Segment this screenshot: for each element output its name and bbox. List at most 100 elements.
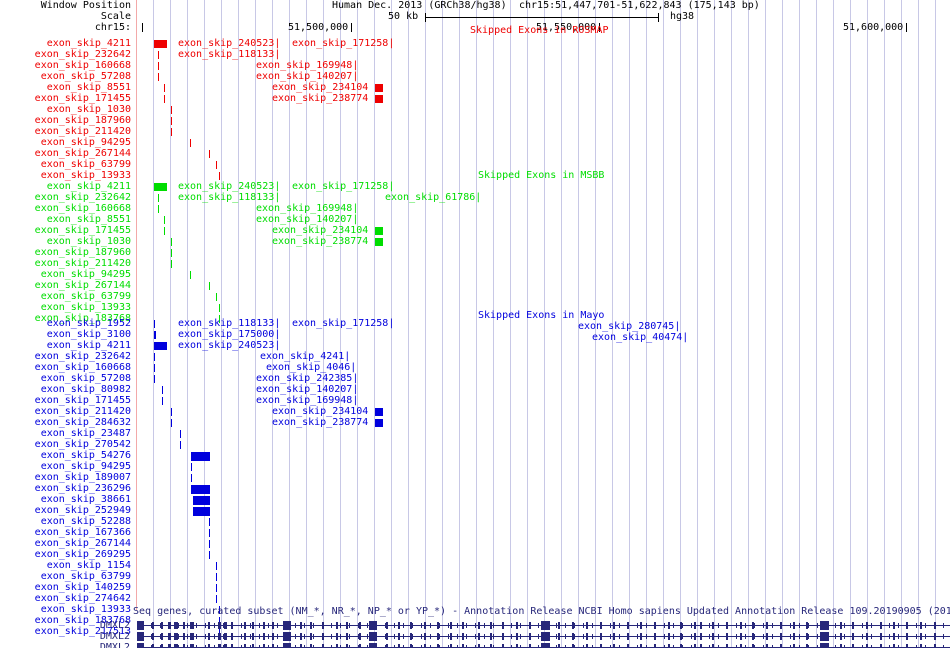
gene-exon[interactable]: [852, 644, 854, 648]
exon-skip-label[interactable]: exon_skip_167366: [34, 527, 131, 538]
gene-exon[interactable]: [668, 644, 670, 648]
gene-exon[interactable]: [558, 644, 560, 648]
exon-skip-label[interactable]: exon_skip_118133|: [178, 192, 281, 203]
gene-exon[interactable]: [137, 621, 144, 630]
track-row[interactable]: exon_skip_63799: [0, 291, 950, 302]
exon-skip-label[interactable]: exon_skip_140207|: [256, 384, 359, 395]
gene-exon[interactable]: [712, 622, 714, 629]
track-row[interactable]: exon_skip_269295: [0, 549, 950, 560]
exon-skip-label[interactable]: exon_skip_267144: [34, 538, 131, 549]
gene-exon[interactable]: [600, 622, 602, 629]
track-row[interactable]: exon_skip_94295: [0, 137, 950, 148]
gene-exon[interactable]: [490, 633, 492, 640]
gene-exon[interactable]: [793, 633, 795, 640]
exon-skip-feature[interactable]: [216, 562, 217, 570]
gene-exon[interactable]: [780, 622, 782, 629]
exon-skip-label[interactable]: exon_skip_4211: [46, 38, 131, 49]
gene-exon[interactable]: [906, 622, 908, 629]
gene-exon[interactable]: [613, 622, 615, 629]
gene-exon[interactable]: [190, 644, 194, 648]
exon-skip-label[interactable]: exon_skip_175000|: [178, 329, 281, 340]
gene-exon[interactable]: [310, 633, 312, 640]
gene-exon[interactable]: [780, 644, 782, 648]
gene-exon[interactable]: [752, 622, 754, 629]
exon-skip-label[interactable]: exon_skip_232642: [34, 192, 131, 203]
gene-exon[interactable]: [694, 633, 696, 640]
exon-skip-feature[interactable]: [375, 95, 383, 103]
exon-skip-feature[interactable]: [375, 84, 383, 92]
exon-skip-label[interactable]: exon_skip_169948|: [256, 203, 359, 214]
exon-skip-label[interactable]: exon_skip_8551: [46, 82, 131, 93]
gene-exon[interactable]: [529, 633, 531, 640]
gene-exon[interactable]: [272, 633, 274, 640]
gene-exon[interactable]: [516, 644, 518, 648]
exon-skip-label[interactable]: exon_skip_240523|: [178, 340, 281, 351]
gene-exon[interactable]: [541, 621, 550, 630]
gene-exon[interactable]: [572, 633, 574, 640]
track-row[interactable]: exon_skip_94295: [0, 269, 950, 280]
gene-exon[interactable]: [680, 633, 682, 640]
gene-exon[interactable]: [152, 644, 154, 648]
exon-skip-label[interactable]: exon_skip_169948|: [256, 60, 359, 71]
gene-exon[interactable]: [640, 633, 642, 640]
exon-skip-label[interactable]: exon_skip_63799: [40, 571, 131, 582]
gene-exon[interactable]: [174, 644, 178, 648]
exon-skip-label[interactable]: exon_skip_189007: [34, 472, 131, 483]
gene-exon[interactable]: [712, 644, 714, 648]
gene-name-label[interactable]: DMXL2: [99, 642, 130, 648]
gene-exon[interactable]: [410, 633, 412, 640]
track-row[interactable]: exon_skip_284632 exon_skip_238774: [0, 417, 950, 428]
track-row[interactable]: exon_skip_13933: [0, 170, 950, 181]
exon-skip-feature[interactable]: [180, 441, 181, 449]
exon-skip-feature[interactable]: [191, 474, 192, 482]
gene-exon[interactable]: [502, 644, 504, 648]
gene-exon[interactable]: [424, 633, 426, 640]
track-row[interactable]: exon_skip_63799: [0, 571, 950, 582]
exon-skip-label[interactable]: exon_skip_183768: [34, 615, 131, 626]
gene-exon[interactable]: [586, 622, 588, 629]
track-row[interactable]: exon_skip_274642: [0, 593, 950, 604]
track-row[interactable]: exon_skip_3100 exon_skip_175000|: [0, 329, 950, 340]
gene-exon[interactable]: [880, 622, 882, 629]
exon-skip-label[interactable]: exon_skip_171258|: [292, 38, 395, 49]
gene-exon[interactable]: [369, 621, 377, 630]
gene-exon[interactable]: [640, 622, 642, 629]
gene-exon[interactable]: [654, 633, 656, 640]
gene-exon[interactable]: [310, 622, 312, 629]
gene-exon[interactable]: [174, 633, 178, 640]
track-row[interactable]: exon_skip_160668 exon_skip_169948|: [0, 203, 950, 214]
exon-skip-feature[interactable]: [154, 364, 155, 372]
exon-skip-label[interactable]: exon_skip_236296: [34, 483, 131, 494]
track-row[interactable]: exon_skip_52288: [0, 516, 950, 527]
gene-exon[interactable]: [252, 622, 254, 629]
exon-skip-label[interactable]: exon_skip_63799: [40, 159, 131, 170]
gene-exon[interactable]: [700, 622, 702, 629]
gene-exon[interactable]: [283, 621, 291, 630]
exon-skip-feature[interactable]: [158, 194, 159, 202]
track-row[interactable]: exon_skip_183768: [0, 313, 950, 324]
exon-skip-label[interactable]: exon_skip_211420: [34, 126, 131, 137]
gene-exon[interactable]: [586, 644, 588, 648]
gene-exon[interactable]: [627, 622, 629, 629]
exon-skip-label[interactable]: exon_skip_4046|: [266, 362, 357, 373]
gene-exon[interactable]: [398, 644, 400, 648]
track-row[interactable]: exon_skip_267144: [0, 148, 950, 159]
exon-skip-feature[interactable]: [154, 353, 155, 361]
gene-exon[interactable]: [600, 633, 602, 640]
gene-exon[interactable]: [263, 633, 265, 640]
track-row[interactable]: exon_skip_94295: [0, 461, 950, 472]
gene-exon[interactable]: [840, 644, 842, 648]
exon-skip-feature[interactable]: [171, 408, 172, 416]
exon-skip-feature[interactable]: [209, 540, 210, 548]
gene-exon[interactable]: [806, 633, 808, 640]
exon-skip-label[interactable]: exon_skip_3100: [46, 329, 131, 340]
track-row[interactable]: exon_skip_232642 exon_skip_118133|: [0, 49, 950, 60]
gene-exon[interactable]: [224, 633, 227, 640]
gene-exon[interactable]: [627, 644, 629, 648]
gene-exon[interactable]: [478, 633, 480, 640]
exon-skip-feature[interactable]: [158, 73, 159, 81]
exon-skip-feature[interactable]: [375, 227, 383, 235]
exon-skip-feature[interactable]: [219, 617, 220, 625]
gene-exon[interactable]: [137, 632, 144, 641]
track-row[interactable]: exon_skip_1952 exon_skip_118133| exon_skip…: [0, 318, 950, 329]
